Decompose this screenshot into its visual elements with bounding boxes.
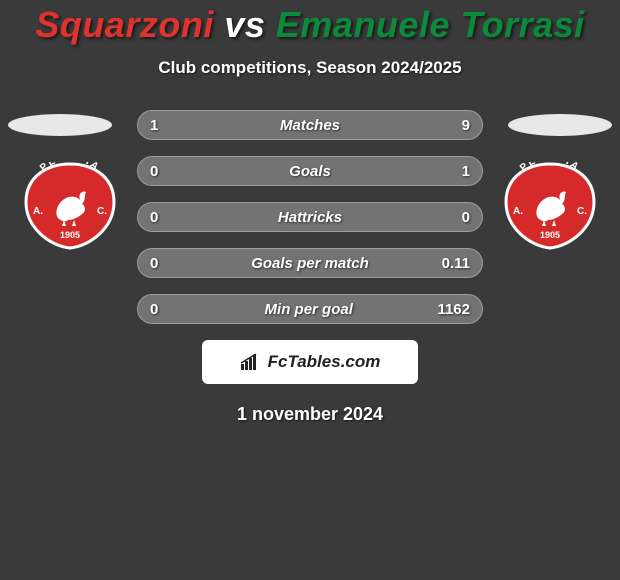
- stat-row: 0Min per goal1162: [137, 294, 483, 324]
- stat-label: Min per goal: [180, 301, 437, 318]
- stat-left-value: 0: [150, 255, 180, 272]
- stat-label: Hattricks: [180, 209, 440, 226]
- svg-text:C.: C.: [97, 206, 107, 217]
- svg-text:1905: 1905: [540, 230, 560, 240]
- stat-right-value: 9: [440, 117, 470, 134]
- subtitle: Club competitions, Season 2024/2025: [0, 58, 620, 78]
- stat-right-value: 0: [440, 209, 470, 226]
- stat-left-value: 0: [150, 163, 180, 180]
- stat-row: 0Goals per match0.11: [137, 248, 483, 278]
- stat-right-value: 1162: [437, 301, 470, 318]
- player1-name: Squarzoni: [35, 4, 214, 45]
- player2-name: Emanuele Torrasi: [276, 4, 585, 45]
- player2-club-badge: PERUGIA A. C. 1905: [500, 162, 600, 250]
- comparison-content: PERUGIA A. C. 1905 PERUGIA A. C. 1905 1M…: [0, 98, 620, 425]
- player1-club-badge: PERUGIA A. C. 1905: [20, 162, 120, 250]
- brand-box[interactable]: FcTables.com: [202, 340, 418, 384]
- stat-right-value: 0.11: [440, 255, 470, 272]
- svg-text:C.: C.: [577, 206, 587, 217]
- stats-container: 1Matches90Goals10Hattricks00Goals per ma…: [137, 98, 483, 324]
- svg-text:1905: 1905: [60, 230, 80, 240]
- stat-row: 1Matches9: [137, 110, 483, 140]
- chart-icon: [240, 353, 262, 371]
- brand-text: FcTables.com: [268, 352, 381, 372]
- svg-text:A.: A.: [513, 206, 523, 217]
- player2-avatar: [508, 114, 612, 136]
- stat-right-value: 1: [440, 163, 470, 180]
- player1-avatar: [8, 114, 112, 136]
- date-text: 1 november 2024: [0, 404, 620, 425]
- stat-label: Goals: [180, 163, 440, 180]
- stat-left-value: 0: [150, 301, 180, 318]
- stat-left-value: 1: [150, 117, 180, 134]
- vs-text: vs: [224, 4, 265, 45]
- stat-left-value: 0: [150, 209, 180, 226]
- stat-row: 0Hattricks0: [137, 202, 483, 232]
- page-title: Squarzoni vs Emanuele Torrasi: [0, 0, 620, 46]
- stat-label: Goals per match: [180, 255, 440, 272]
- stat-row: 0Goals1: [137, 156, 483, 186]
- svg-text:A.: A.: [33, 206, 43, 217]
- stat-label: Matches: [180, 117, 440, 134]
